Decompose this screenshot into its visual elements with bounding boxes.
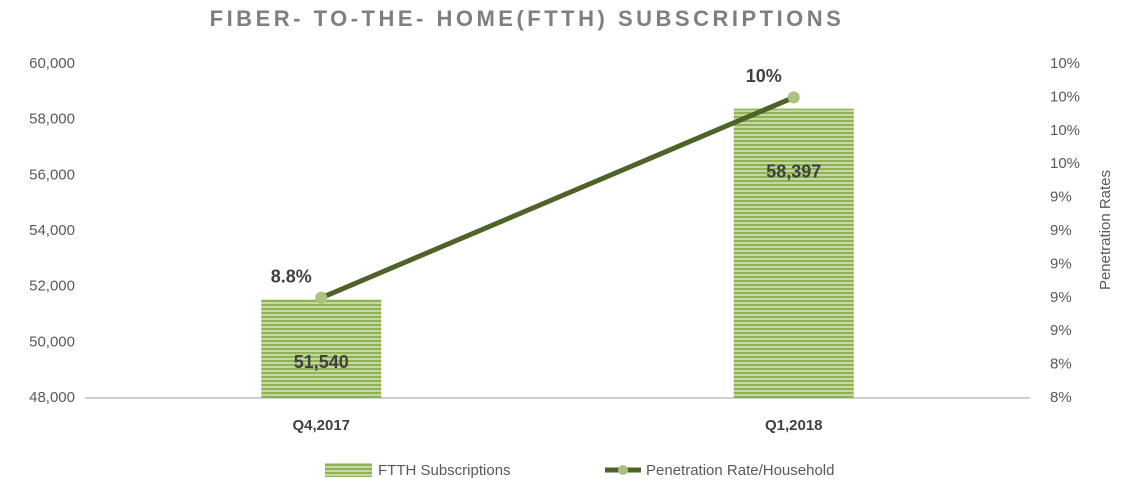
- bar: [261, 299, 382, 398]
- y2-tick-label: 10%: [1050, 155, 1080, 172]
- y2-tick-label: 9%: [1050, 289, 1072, 306]
- y-tick-label: 48,000: [29, 389, 75, 406]
- x-tick-label: Q1,2018: [765, 417, 823, 434]
- line-marker: [315, 291, 328, 304]
- y2-tick-label: 8%: [1050, 356, 1072, 373]
- y-tick-label: 60,000: [29, 55, 75, 72]
- bar: [733, 108, 854, 399]
- y2-tick-label: 10%: [1050, 122, 1080, 139]
- bar-data-label: 58,397: [766, 161, 821, 181]
- chart-title: FIBER- TO-THE- HOME(FTTH) SUBSCRIPTIONS: [210, 6, 845, 31]
- y-tick-label: 52,000: [29, 278, 75, 295]
- y2-tick-label: 10%: [1050, 88, 1080, 105]
- legend-marker: [618, 465, 628, 475]
- bar-data-label: 51,540: [294, 352, 349, 372]
- line-data-label: 10%: [746, 66, 782, 86]
- legend-label: Penetration Rate/Household: [646, 462, 834, 479]
- y-tick-label: 56,000: [29, 166, 75, 183]
- y2-axis-title: Penetration Rates: [1097, 170, 1114, 290]
- y2-tick-label: 10%: [1050, 55, 1080, 72]
- y-tick-label: 50,000: [29, 333, 75, 350]
- line: [320, 95, 795, 301]
- y2-tick-label: 9%: [1050, 255, 1072, 272]
- y2-tick-label: 9%: [1050, 222, 1072, 239]
- line-data-label: 8.8%: [271, 267, 312, 287]
- legend-swatch: [325, 463, 372, 477]
- legend-label: FTTH Subscriptions: [378, 462, 511, 479]
- y2-tick-label: 9%: [1050, 189, 1072, 206]
- y-tick-label: 58,000: [29, 111, 75, 128]
- y2-tick-label: 9%: [1050, 322, 1072, 339]
- y-tick-label: 54,000: [29, 222, 75, 239]
- line-marker: [787, 91, 800, 104]
- y2-tick-label: 8%: [1050, 389, 1072, 406]
- x-tick-label: Q4,2017: [292, 417, 350, 434]
